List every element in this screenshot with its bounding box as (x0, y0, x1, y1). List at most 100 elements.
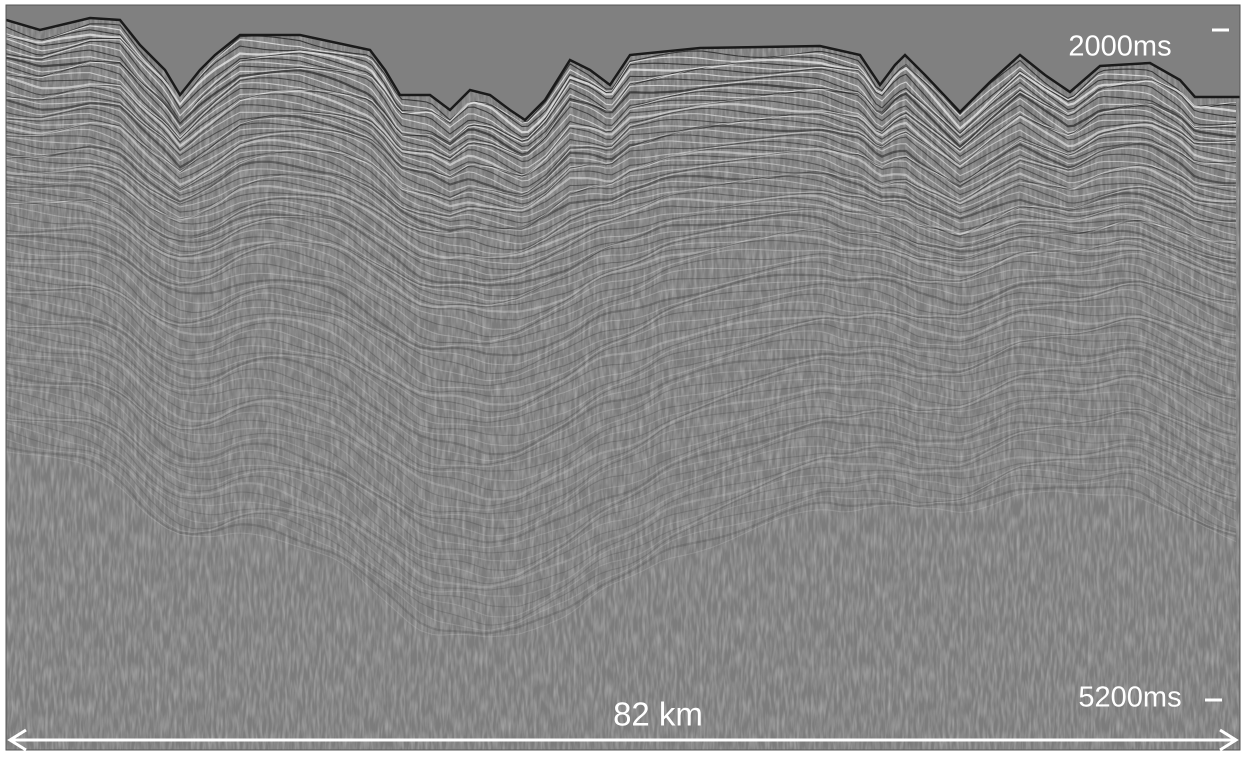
reflector (6, 29, 1237, 128)
reflector (6, 367, 1237, 537)
reflector (6, 56, 1237, 156)
reflector (6, 373, 1237, 544)
reflector (6, 74, 1237, 175)
reflector (6, 184, 1237, 287)
reflector (6, 326, 1237, 472)
reflector (6, 200, 1237, 314)
reflector (6, 308, 1237, 462)
reflector (6, 255, 1237, 387)
reflector (6, 36, 1237, 138)
reflector (6, 403, 1237, 585)
reflector (6, 176, 1237, 276)
reflector (6, 323, 1237, 468)
arrow-left (7, 728, 27, 752)
reflector (6, 136, 1237, 229)
reflector (6, 179, 1237, 281)
reflector (6, 174, 1237, 265)
reflector (6, 386, 1237, 562)
reflector (6, 122, 1237, 212)
reflector (6, 451, 1237, 638)
reflector (6, 25, 1237, 125)
reflector (6, 155, 1237, 251)
reflector (6, 140, 1237, 231)
reflector (6, 268, 1237, 406)
reflector (6, 60, 1237, 157)
reflector (6, 212, 1237, 338)
reflector (6, 379, 1237, 549)
reflector (6, 299, 1237, 456)
reflectors (6, 23, 1237, 638)
reflector (6, 293, 1237, 437)
reflector (6, 445, 1237, 635)
reflector (6, 362, 1237, 529)
seafloor (6, 16, 1240, 122)
reflector (6, 174, 1237, 271)
arrow-right (1219, 728, 1239, 752)
reflector (6, 199, 1237, 308)
reflector (6, 411, 1237, 589)
reflector (6, 359, 1237, 521)
reflector (6, 128, 1237, 218)
reflector (6, 232, 1237, 348)
reflector (6, 60, 1237, 157)
reflector (6, 241, 1237, 375)
reflector (6, 55, 1237, 152)
reflector (6, 419, 1237, 608)
reflector (6, 248, 1237, 382)
reflector (6, 159, 1237, 255)
reflector (6, 419, 1237, 597)
reflector (6, 165, 1237, 258)
reflector (6, 356, 1237, 515)
top-time-label: 2000ms (1068, 31, 1171, 63)
distance-label: 82 km (613, 696, 703, 733)
reflector (6, 86, 1236, 179)
reflector (6, 291, 1237, 428)
reflector (6, 417, 1237, 591)
reflector (6, 384, 1237, 554)
reflector (6, 119, 1237, 209)
reflector (6, 107, 1237, 198)
reflector (6, 205, 1237, 330)
reflector (6, 295, 1237, 447)
reflector (6, 187, 1237, 291)
reflector (6, 118, 1237, 205)
reflector (6, 124, 1236, 213)
reflector (6, 237, 1237, 366)
reflector (6, 273, 1237, 413)
scale-arrow (7, 728, 1239, 752)
reflector (6, 395, 1237, 579)
reflector (6, 76, 1237, 178)
reflector (6, 171, 1237, 261)
reflector (6, 261, 1237, 391)
reflector (6, 96, 1237, 194)
frame (5, 4, 1241, 751)
bottom-time-label: 5200ms (1078, 682, 1181, 714)
reflector (6, 265, 1237, 398)
reflector (6, 329, 1237, 492)
reflector (6, 280, 1237, 419)
reflector (6, 198, 1237, 307)
reflector (6, 390, 1237, 571)
reflector (6, 146, 1237, 231)
reflector (6, 228, 1237, 345)
reflector (6, 201, 1237, 321)
reflector (6, 438, 1237, 632)
reflector (6, 191, 1237, 302)
reflector (6, 342, 1237, 507)
reflector (6, 234, 1237, 357)
reflector (6, 96, 1237, 188)
reflector (6, 286, 1237, 423)
reflector (6, 167, 1237, 259)
reflector (6, 112, 1237, 201)
reflector (6, 334, 1237, 501)
reflector (6, 38, 1237, 141)
section-image (6, 5, 1240, 750)
subsurface (6, 18, 1240, 750)
reflector (6, 148, 1237, 233)
reflector (6, 135, 1237, 224)
reflector (6, 327, 1237, 482)
reflector (6, 221, 1237, 343)
reflector (6, 317, 1237, 465)
reflector (6, 155, 1237, 245)
